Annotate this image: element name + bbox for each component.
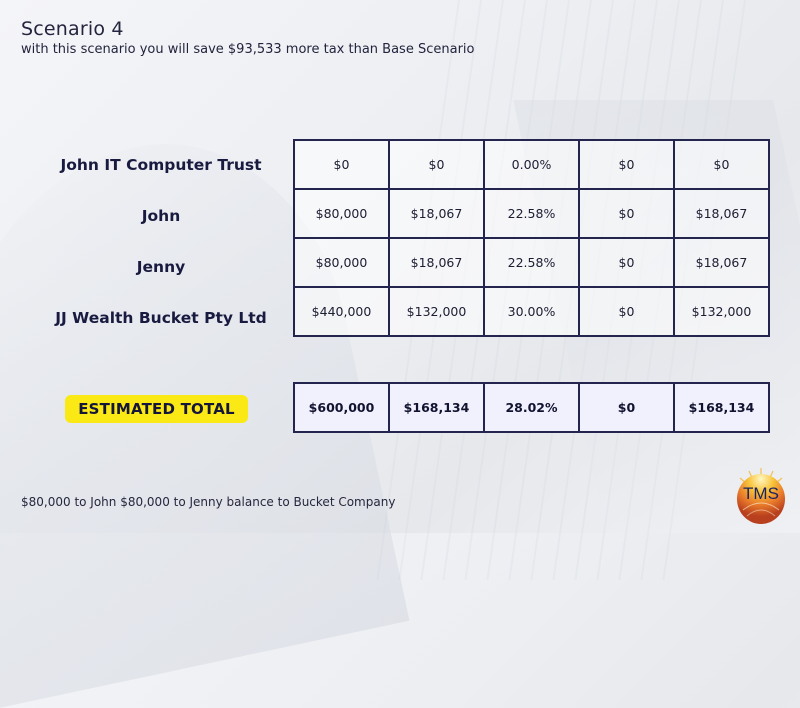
table-row: $80,000 $18,067 22.58% $0 $18,067 (293, 188, 770, 239)
table-cell: $18,067 (388, 237, 485, 288)
table-cell: $18,067 (673, 188, 770, 239)
table-cell: $18,067 (673, 237, 770, 288)
table-cell: $132,000 (673, 286, 770, 337)
table-cell: $80,000 (293, 188, 390, 239)
table-cell: $132,000 (388, 286, 485, 337)
table-cell: $440,000 (293, 286, 390, 337)
table-cell: $80,000 (293, 237, 390, 288)
table-cell: 22.58% (483, 188, 580, 239)
table-cell: 22.58% (483, 237, 580, 288)
table-cell: $0 (578, 139, 675, 190)
footnote: $80,000 to John $80,000 to Jenny balance… (21, 495, 396, 509)
table-row: $0 $0 0.00% $0 $0 (293, 139, 770, 190)
table-row: $440,000 $132,000 30.00% $0 $132,000 (293, 286, 770, 337)
table-cell: $0 (578, 286, 675, 337)
total-cell: $168,134 (388, 382, 485, 433)
table-cell: 30.00% (483, 286, 580, 337)
svg-text:TMS: TMS (743, 484, 779, 503)
row-label-jenny: Jenny (136, 257, 186, 276)
table-cell: $0 (293, 139, 390, 190)
scenario-table: $0 $0 0.00% $0 $0 $80,000 $18,067 22.58%… (293, 139, 770, 337)
table-cell: 0.00% (483, 139, 580, 190)
estimated-total-badge: ESTIMATED TOTAL (65, 395, 248, 423)
total-cell: $0 (578, 382, 675, 433)
row-labels: John IT Computer Trust John Jenny JJ Wea… (30, 139, 292, 343)
row-label-john: John (141, 206, 181, 225)
page-subtitle: with this scenario you will save $93,533… (21, 42, 475, 57)
total-cell: $168,134 (673, 382, 770, 433)
row-label-john-it-computer-trust: John IT Computer Trust (60, 155, 262, 174)
page-title: Scenario 4 (21, 18, 124, 40)
table-cell: $0 (578, 188, 675, 239)
table-cell: $0 (388, 139, 485, 190)
row-label-jj-wealth-bucket: JJ Wealth Bucket Pty Ltd (55, 308, 267, 327)
total-row: $600,000 $168,134 28.02% $0 $168,134 (293, 382, 770, 433)
tms-sun-logo-icon: TMS (733, 466, 789, 526)
total-table: $600,000 $168,134 28.02% $0 $168,134 (293, 382, 770, 433)
total-cell: $600,000 (293, 382, 390, 433)
total-cell: 28.02% (483, 382, 580, 433)
table-cell: $18,067 (388, 188, 485, 239)
table-row: $80,000 $18,067 22.58% $0 $18,067 (293, 237, 770, 288)
table-cell: $0 (673, 139, 770, 190)
table-cell: $0 (578, 237, 675, 288)
